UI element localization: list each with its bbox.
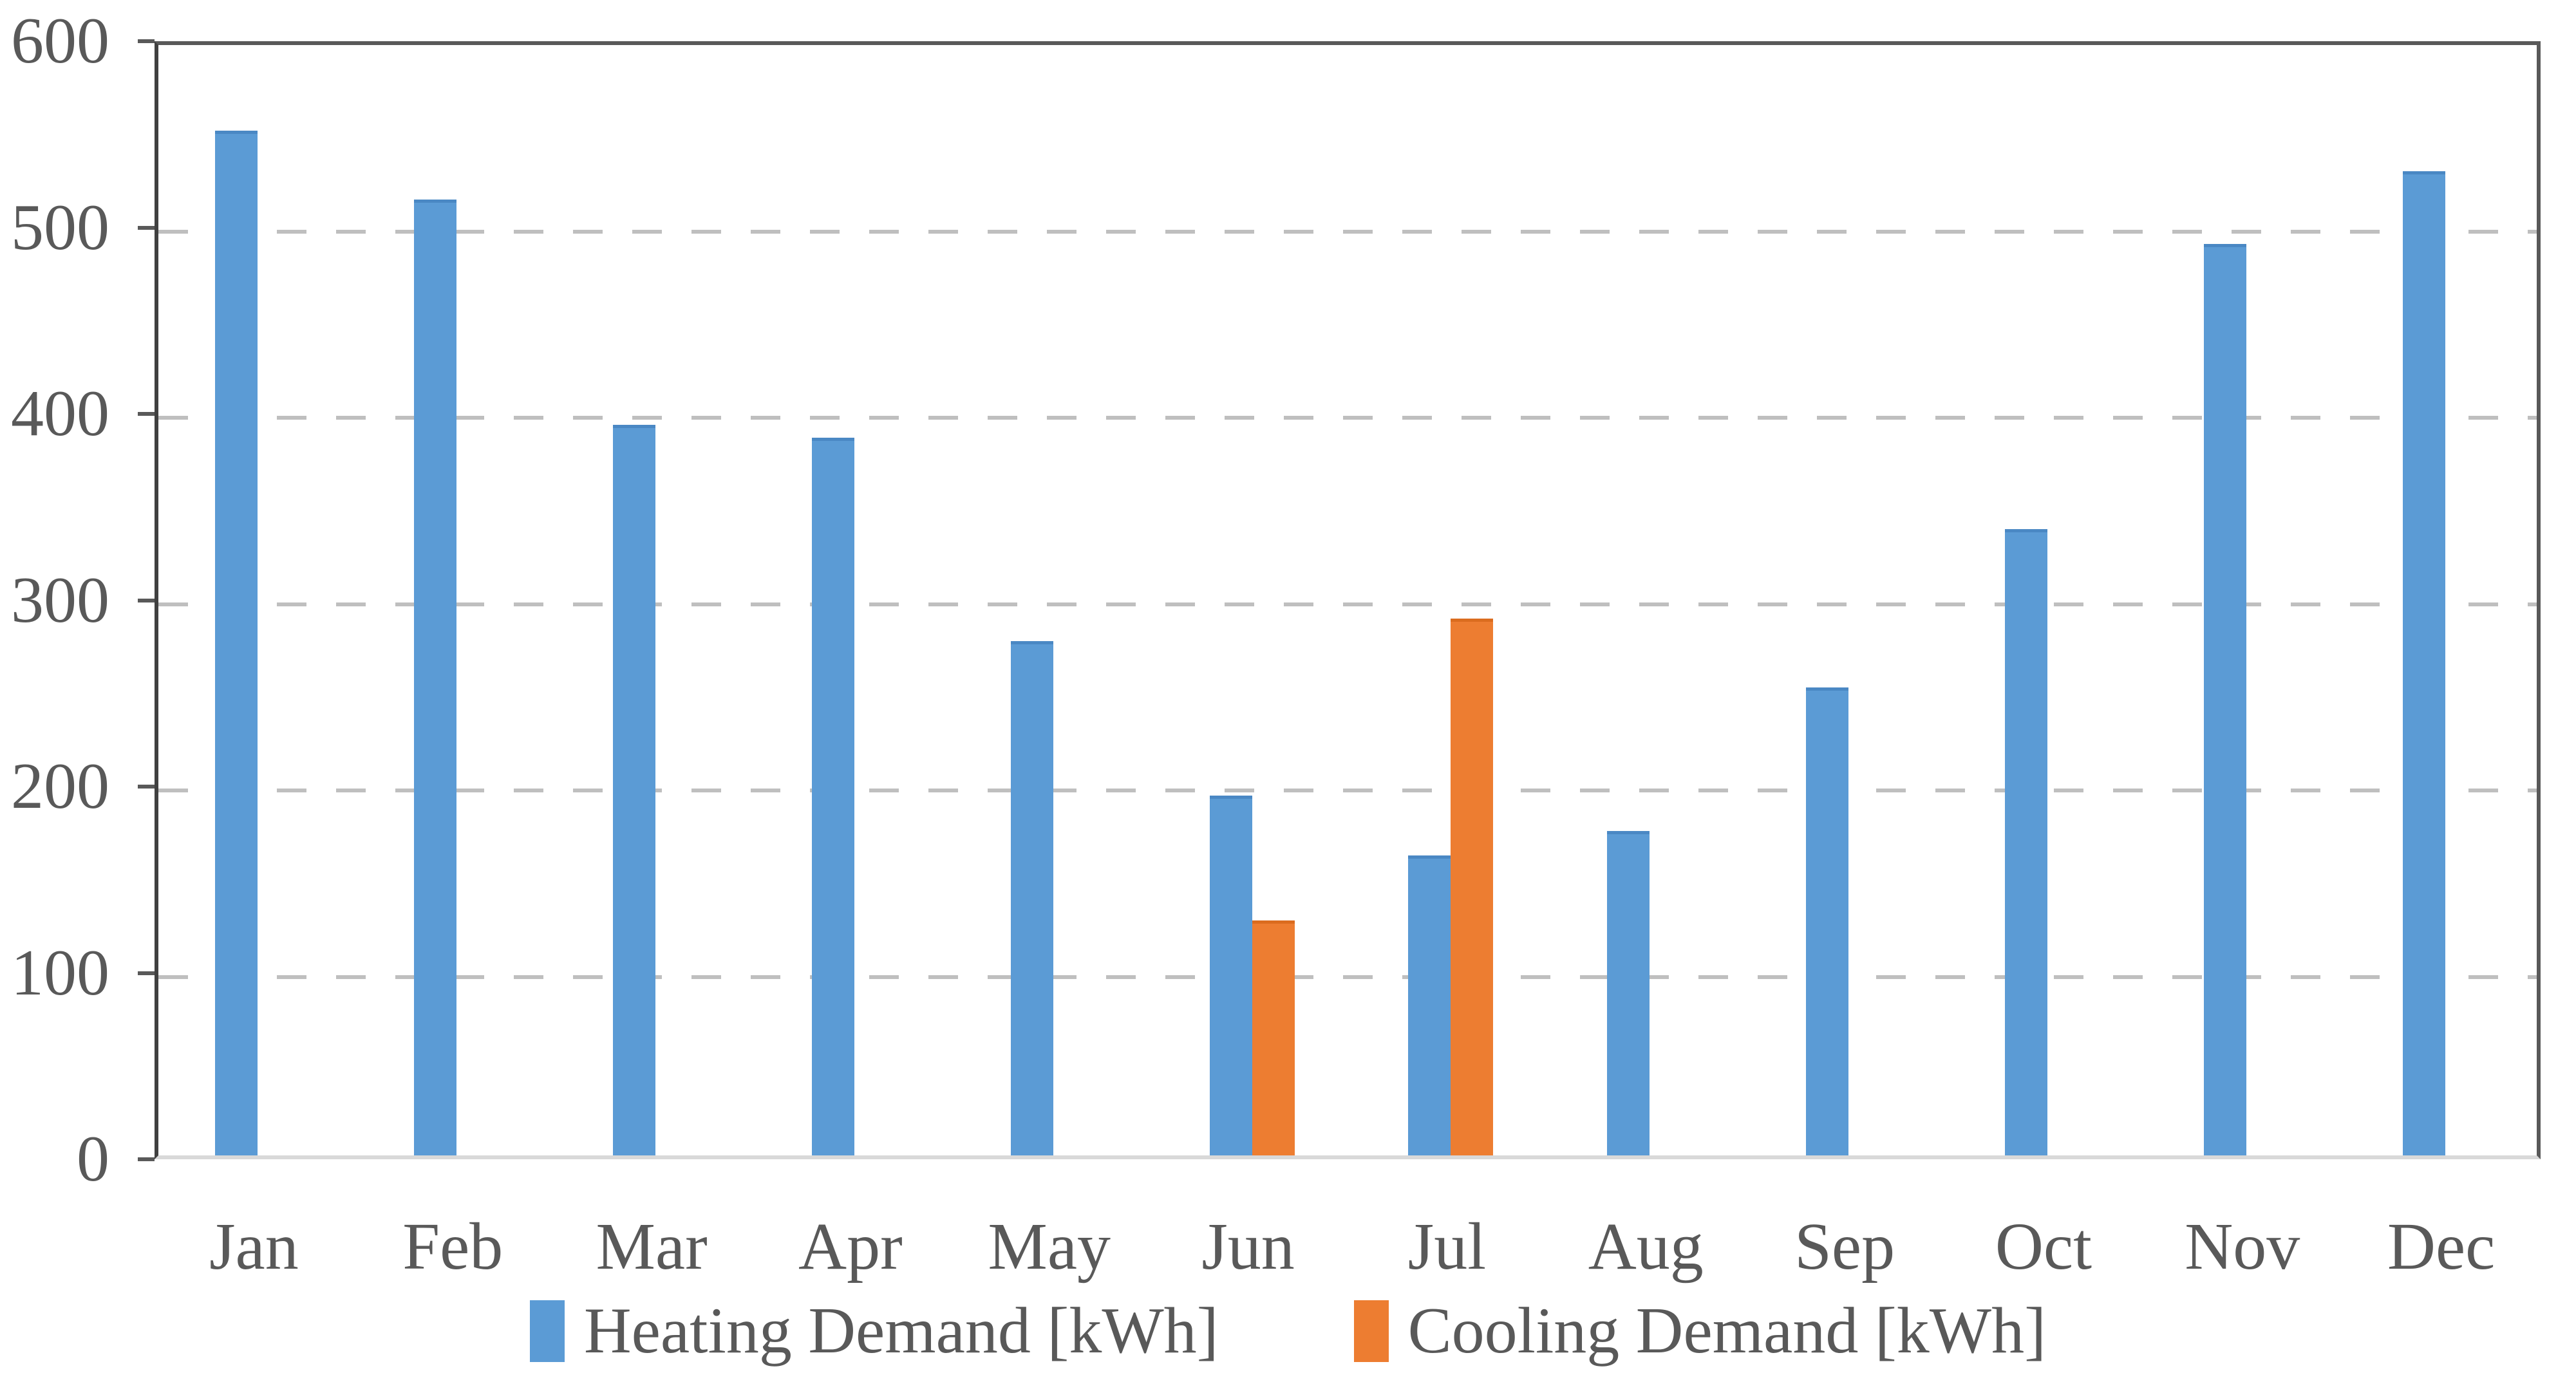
heating-bar-Sep — [1806, 687, 1849, 1155]
x-axis-label-Jan: Jan — [209, 1209, 299, 1284]
y-axis-label-200: 200 — [11, 750, 109, 823]
heating-bar-May — [1010, 640, 1053, 1155]
cooling-legend-marker — [1353, 1300, 1389, 1362]
heating-bar-Nov — [2203, 244, 2246, 1155]
y-tick-100 — [138, 971, 155, 975]
heating-bar-Feb — [414, 199, 457, 1155]
legend-item-cooling: Cooling Demand [kWh] — [1353, 1293, 2047, 1370]
cooling-legend-label: Cooling Demand [kWh] — [1407, 1294, 2047, 1367]
y-axis-label-300: 300 — [11, 563, 109, 637]
heating-bar-Mar — [613, 425, 656, 1155]
heating-bar-Jun — [1209, 796, 1252, 1155]
heating-bar-Jul — [1408, 855, 1451, 1155]
x-axis-label-Jul: Jul — [1407, 1209, 1487, 1284]
heating-legend-label: Heating Demand [kWh] — [583, 1294, 1219, 1367]
x-axis-label-Nov: Nov — [2185, 1209, 2300, 1284]
y-axis-label-0: 0 — [77, 1123, 109, 1195]
x-axis-label-Aug: Aug — [1588, 1209, 1704, 1284]
x-axis-label-May: May — [988, 1209, 1111, 1284]
gridline-400 — [158, 416, 2537, 420]
y-axis-label-100: 100 — [11, 936, 109, 1009]
heating-bar-Dec — [2402, 171, 2445, 1155]
x-axis-label-Mar: Mar — [596, 1209, 708, 1284]
heating-bar-Aug — [1607, 831, 1650, 1155]
x-axis-label-Oct: Oct — [1995, 1209, 2092, 1284]
y-tick-200 — [138, 785, 155, 789]
legend-item-heating: Heating Demand [kWh] — [529, 1293, 1219, 1370]
gridline-300 — [158, 602, 2537, 606]
x-axis-label-Dec: Dec — [2387, 1209, 2496, 1284]
heating-bar-Jan — [215, 130, 258, 1155]
legend: Heating Demand [kWh] Cooling Demand [kWh… — [0, 1293, 2576, 1370]
y-tick-500 — [138, 225, 155, 230]
heating-legend-marker — [529, 1300, 565, 1362]
x-axis-label-Feb: Feb — [402, 1209, 503, 1284]
gridline-100 — [158, 975, 2537, 979]
y-tick-0 — [138, 1157, 155, 1161]
heating-bar-Apr — [811, 438, 854, 1155]
y-tick-300 — [138, 598, 155, 602]
heating-bar-Oct — [2004, 529, 2047, 1155]
x-axis-label-Sep: Sep — [1794, 1209, 1895, 1284]
x-axis-label-Jun: Jun — [1201, 1209, 1295, 1284]
y-axis-label-400: 400 — [11, 377, 109, 450]
cooling-bar-Jul — [1451, 619, 1494, 1155]
gridline-500 — [158, 229, 2537, 234]
cooling-bar-Jun — [1252, 920, 1295, 1155]
y-tick-400 — [138, 412, 155, 416]
y-tick-600 — [138, 39, 155, 43]
x-axis-label-Apr: Apr — [798, 1209, 903, 1284]
y-axis-label-500: 500 — [11, 191, 109, 264]
gridline-200 — [158, 789, 2537, 792]
y-axis-label-600: 600 — [11, 5, 109, 77]
plot-area — [155, 41, 2541, 1159]
